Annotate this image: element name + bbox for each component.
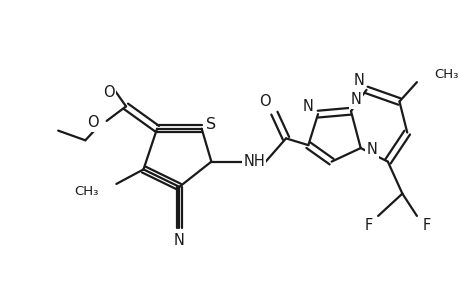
Text: O: O xyxy=(258,94,270,109)
Text: N: N xyxy=(302,99,313,114)
Text: NH: NH xyxy=(243,154,264,169)
Text: N: N xyxy=(350,92,360,107)
Text: N: N xyxy=(174,233,185,248)
Text: CH₃: CH₃ xyxy=(433,68,458,81)
Text: F: F xyxy=(421,218,430,233)
Text: N: N xyxy=(353,73,364,88)
Text: O: O xyxy=(87,116,99,130)
Text: F: F xyxy=(364,218,372,233)
Text: CH₃: CH₃ xyxy=(74,185,99,198)
Text: O: O xyxy=(102,85,114,100)
Text: S: S xyxy=(206,117,216,132)
Text: N: N xyxy=(366,142,377,158)
